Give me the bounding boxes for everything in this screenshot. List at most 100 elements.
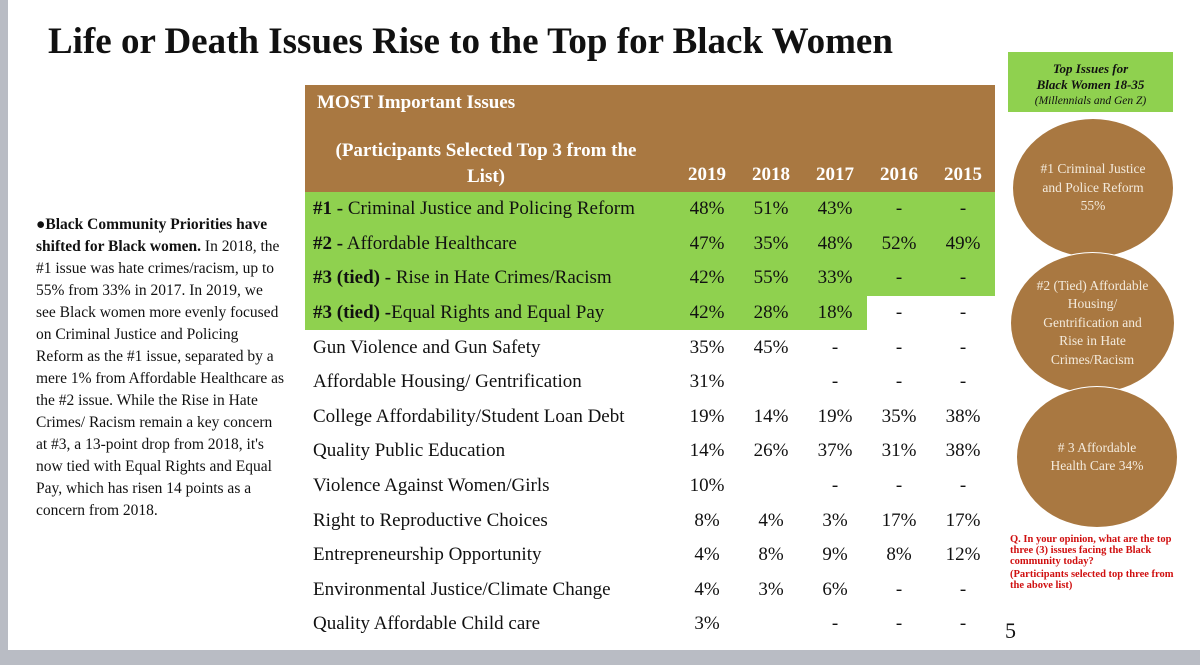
- issue-label: Violence Against Women/Girls: [305, 469, 675, 504]
- issue-name: Quality Affordable Child care: [313, 613, 541, 635]
- issue-value: 42%: [675, 295, 739, 331]
- issue-value: -: [959, 371, 967, 393]
- issue-value: -: [959, 578, 967, 600]
- issue-value: 14%: [753, 405, 789, 427]
- issue-value: 9%: [822, 544, 848, 566]
- slide-title: Life or Death Issues Rise to the Top for…: [48, 21, 893, 62]
- box-title-3: (Millennials and Gen Z): [1034, 95, 1147, 107]
- issue-label: Right to Reproductive Choices: [305, 503, 675, 538]
- issue-value: -: [931, 192, 995, 227]
- issue-label: Entrepreneurship Opportunity: [305, 538, 675, 573]
- issue-value: -: [831, 336, 839, 358]
- issue-value: 38%: [945, 405, 981, 427]
- rank-label: #3 (tied) -: [313, 302, 392, 324]
- issue-value: 19%: [689, 405, 725, 427]
- circle-2-text: #2 (Tied) Affordable Housing/ Gentrifica…: [1036, 277, 1149, 367]
- issue-value: -: [959, 613, 967, 635]
- table-row: Quality Affordable Child care 3% - - -: [305, 607, 995, 642]
- year-header: 2017: [803, 85, 867, 192]
- issue-value: 31%: [689, 371, 725, 393]
- issue-value: 10%: [689, 475, 725, 497]
- header-row: MOST Important Issues (Participants Sele…: [305, 85, 995, 192]
- left-border: [0, 0, 8, 665]
- issue-value: 8%: [694, 509, 720, 531]
- issue-value: 4%: [758, 509, 784, 531]
- issue-value: -: [867, 261, 931, 296]
- table-row: Environmental Justice/Climate Change 4% 3%…: [305, 573, 995, 608]
- issue-value: 55%: [739, 261, 803, 296]
- issue-value: 35%: [739, 226, 803, 262]
- issue-value: 18%: [803, 295, 867, 331]
- issue-value: 8%: [886, 544, 912, 566]
- issue-label: Environmental Justice/Climate Change: [305, 573, 675, 608]
- table-row: #2 - Affordable Healthcare 47% 35% 48% 52% 49…: [305, 226, 995, 262]
- issue-value: 12%: [945, 544, 981, 566]
- issue-value: 6%: [822, 578, 848, 600]
- survey-question: Q. In your opinion, what are the top thr…: [1010, 534, 1172, 567]
- issue-value: 3%: [822, 509, 848, 531]
- header-subtitle: (Participants Selected Top 3 from the Li…: [335, 140, 637, 187]
- issue-value: 48%: [675, 192, 739, 227]
- issue-circle-2: #2 (Tied) Affordable Housing/ Gentrifica…: [1010, 252, 1175, 394]
- table-row: #3 (tied) - Rise in Hate Crimes/Racism 42…: [305, 261, 995, 296]
- issue-label: Quality Public Education: [305, 434, 675, 469]
- issue-value: 48%: [803, 226, 867, 262]
- issue-value: 3%: [758, 578, 784, 600]
- issue-name: Right to Reproductive Choices: [313, 509, 548, 531]
- issue-value: 35%: [689, 336, 725, 358]
- issue-value: 47%: [675, 226, 739, 262]
- issue-value: [739, 469, 803, 504]
- year-header: 2015: [931, 85, 995, 192]
- table-row: Right to Reproductive Choices 8% 4% 3% 17% 17…: [305, 503, 995, 538]
- table-row: Gun Violence and Gun Safety 35% 45% - - -: [305, 330, 995, 365]
- issue-value: -: [895, 302, 903, 324]
- issue-value: -: [895, 371, 903, 393]
- issue-value: 19%: [817, 405, 853, 427]
- issue-circle-3: # 3 Affordable Health Care 34%: [1016, 386, 1178, 528]
- issue-value: [739, 607, 803, 642]
- issue-name: Environmental Justice/Climate Change: [313, 578, 611, 600]
- box-title-1: Top Issues for: [1052, 61, 1129, 76]
- issue-value: 28%: [739, 295, 803, 331]
- year-header: 2019: [675, 85, 739, 192]
- issue-value: -: [895, 578, 903, 600]
- issue-value: -: [895, 336, 903, 358]
- page-number: 5: [1005, 618, 1016, 643]
- issue-value: 4%: [694, 544, 720, 566]
- table-row: #3 (tied) -Equal Rights and Equal Pay 42%…: [305, 295, 995, 331]
- issue-value: -: [831, 475, 839, 497]
- issue-value: 37%: [817, 440, 853, 462]
- issue-value: 17%: [945, 509, 981, 531]
- sidebar-body: In 2018, the #1 issue was hate crimes/ra…: [36, 238, 285, 519]
- issue-value: 49%: [931, 226, 995, 262]
- issue-name: College Affordability/Student Loan Debt: [313, 405, 625, 427]
- issue-value: [739, 365, 803, 400]
- year-header: 2018: [739, 85, 803, 192]
- survey-note: Q. In your opinion, what are the top thr…: [1010, 534, 1190, 591]
- issue-circle-1: #1 Criminal Justice and Police Reform 55…: [1012, 118, 1174, 258]
- sidebar-text: ●Black Community Priorities have shifted…: [36, 214, 286, 522]
- issue-value: 14%: [689, 440, 725, 462]
- issue-value: -: [831, 371, 839, 393]
- issue-value: 38%: [945, 440, 981, 462]
- issue-label: College Affordability/Student Loan Debt: [305, 400, 675, 435]
- issue-name: Criminal Justice and Policing Reform: [343, 198, 635, 220]
- survey-subnote: (Participants selected top three from th…: [1010, 569, 1174, 591]
- issue-value: 31%: [881, 440, 917, 462]
- issues-table: MOST Important Issues (Participants Sele…: [305, 85, 995, 642]
- issue-value: -: [959, 336, 967, 358]
- table-row: Quality Public Education 14% 26% 37% 31% 38%: [305, 434, 995, 469]
- issue-label: #3 (tied) - Rise in Hate Crimes/Racism: [305, 261, 675, 296]
- issue-value: -: [959, 302, 967, 324]
- issue-value: 51%: [739, 192, 803, 227]
- sidebar-bold: ●Black Community Priorities have shifted…: [36, 216, 268, 255]
- issue-name: Gun Violence and Gun Safety: [313, 336, 541, 358]
- rank-label: #3 (tied) -: [313, 267, 392, 289]
- box-title-2: Black Women 18-35: [1036, 77, 1145, 92]
- bottom-border: [0, 650, 1200, 665]
- issue-value: -: [931, 261, 995, 296]
- issue-value: -: [895, 475, 903, 497]
- issue-value: 17%: [881, 509, 917, 531]
- issue-name: Affordable Healthcare: [343, 232, 517, 254]
- issue-value: 35%: [881, 405, 917, 427]
